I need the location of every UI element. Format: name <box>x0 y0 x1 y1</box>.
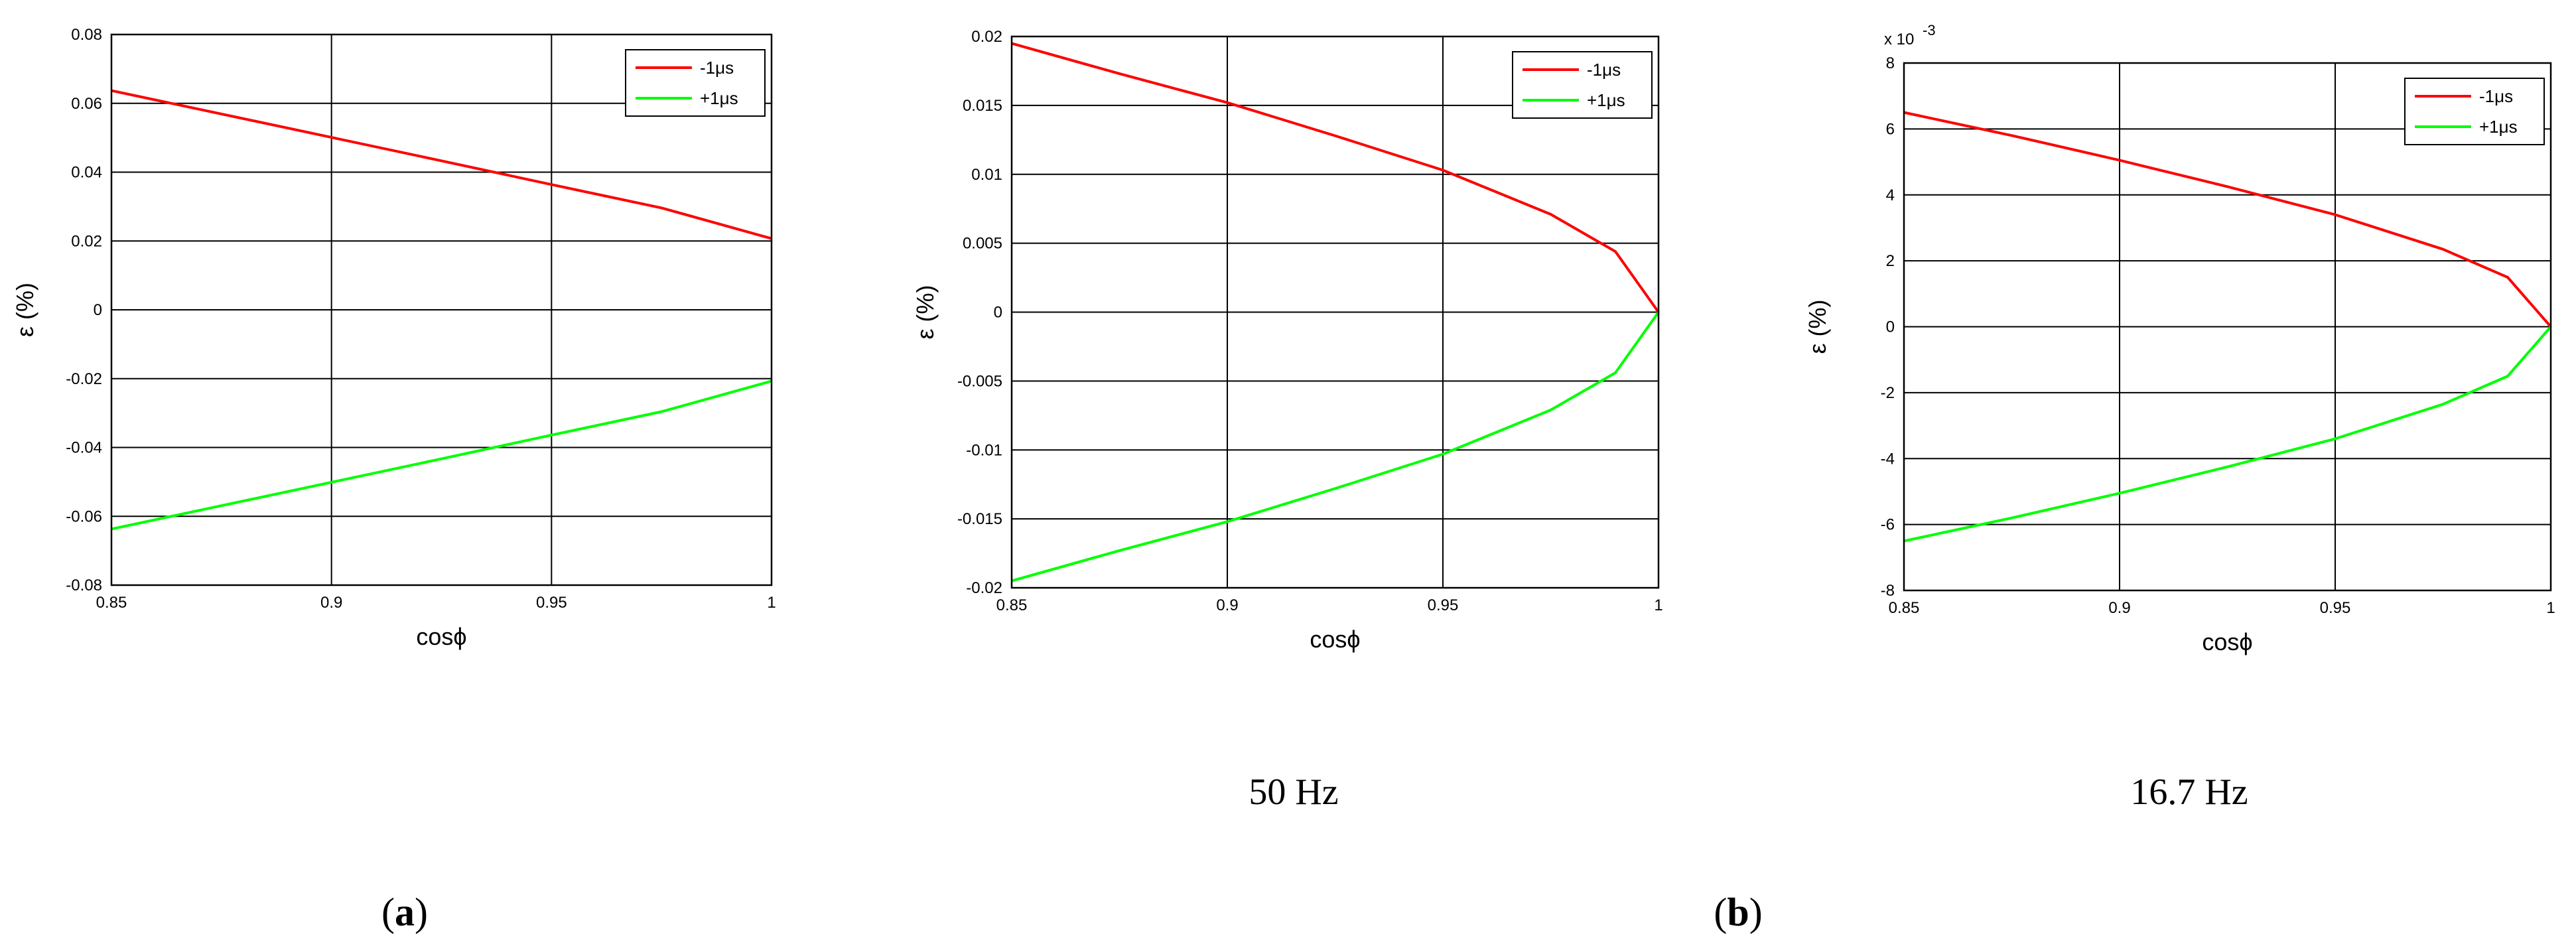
y-tick-label: 8 <box>1886 54 1895 72</box>
plot-frame <box>1010 35 1660 589</box>
x-tick-label: 0.85 <box>96 594 127 612</box>
y-tick-label: 0 <box>1886 318 1895 336</box>
series-line-plus-1us <box>1903 326 2552 543</box>
panel-label-b: (b) <box>1714 890 1762 934</box>
panel-label-a: (a) <box>381 890 428 934</box>
legend-box <box>1512 51 1653 119</box>
legend: -1μs +1μs <box>625 49 766 117</box>
x-axis-label: cosϕ <box>1310 626 1360 653</box>
legend-box <box>2404 78 2545 145</box>
panel-label-a-letter: a <box>395 890 415 934</box>
plot-frame <box>1903 62 2552 592</box>
y-tick-label: -2 <box>1881 384 1895 402</box>
x-tick-label: 0.85 <box>1889 599 1920 617</box>
x-tick-label: 1 <box>1654 596 1662 614</box>
y-tick-label: 0.06 <box>71 95 102 113</box>
x-tick-label: 1 <box>2546 599 2555 617</box>
y-tick-label: 0.02 <box>71 232 102 250</box>
legend-label: -1μs <box>1587 60 1621 80</box>
y-tick-label: 6 <box>1886 120 1895 138</box>
panel-label-b-close: ) <box>1749 890 1763 934</box>
panel-label-b-letter: b <box>1727 890 1749 934</box>
y-tick-label: -0.01 <box>966 441 1002 459</box>
y-tick-label: 0 <box>994 304 1002 322</box>
legend-box <box>625 49 766 117</box>
y-scale-exponent: -3 <box>1923 22 1936 38</box>
y-tick-label: 4 <box>1886 186 1895 204</box>
x-tick-label: 0.95 <box>1428 596 1459 614</box>
y-tick-label: -4 <box>1881 450 1895 468</box>
legend-label: -1μs <box>2479 86 2513 106</box>
series-line-minus-1us <box>111 89 772 240</box>
y-tick-label: -0.02 <box>966 579 1002 597</box>
y-axis-label: ε (%) <box>912 285 939 339</box>
y-tick-label: -0.015 <box>957 510 1002 528</box>
y-tick-label: 2 <box>1886 252 1895 270</box>
chart-2: 0.85 0.9 0.95 1 -0.02 -0.015 -0.01 -0.005 0 0.005… <box>912 28 1663 653</box>
x-tick-label: 1 <box>767 594 776 612</box>
y-tick-label: 0.04 <box>71 164 102 182</box>
y-tick-label: -0.04 <box>66 439 102 457</box>
y-axis-label: ε (%) <box>1804 299 1831 354</box>
y-tick-label: 0.015 <box>963 97 1002 115</box>
series-line-plus-1us <box>1011 311 1660 582</box>
x-tick-label: 0.85 <box>996 596 1028 614</box>
legend-label: +1μs <box>700 88 738 108</box>
legend: -1μs +1μs <box>1512 51 1653 119</box>
charts-group: 0.85 0.9 0.95 1 -0.08 -0.06 -0.04 -0.02 0 0.02 0.0… <box>11 22 2555 655</box>
panel-label-a-open: ( <box>381 890 395 934</box>
x-tick-label: 0.9 <box>320 594 342 612</box>
y-tick-label: -6 <box>1881 516 1895 534</box>
legend-label: +1μs <box>2479 117 2518 137</box>
series-line-plus-1us <box>111 379 772 531</box>
x-tick-label: 0.9 <box>1216 596 1238 614</box>
caption-50hz: 50 Hz <box>1249 772 1338 813</box>
y-tick-label: 0.005 <box>963 235 1002 253</box>
x-tick-label: 0.95 <box>2320 599 2351 617</box>
series-line-minus-1us <box>1903 111 2552 328</box>
y-tick-label: -0.005 <box>957 372 1002 390</box>
y-scale-note: x 10 <box>1884 31 1914 48</box>
y-tick-label: -0.02 <box>66 370 102 388</box>
x-axis-label: cosϕ <box>2202 628 2252 655</box>
y-axis-label: ε (%) <box>11 283 38 337</box>
y-tick-label: -0.08 <box>66 577 102 594</box>
y-tick-label: -0.06 <box>66 508 102 525</box>
x-tick-label: 0.95 <box>536 594 567 612</box>
x-tick-label: 0.9 <box>2108 599 2130 617</box>
caption-16-7hz: 16.7 Hz <box>2130 772 2248 813</box>
y-tick-label: 0.01 <box>971 166 1002 184</box>
legend-label: -1μs <box>700 58 734 78</box>
chart-1: 0.85 0.9 0.95 1 -0.08 -0.06 -0.04 -0.02 0 0.02 0.0… <box>11 26 776 650</box>
legend: -1μs +1μs <box>2404 78 2545 145</box>
legend-label: +1μs <box>1587 90 1625 110</box>
chart-3: 0.85 0.9 0.95 1 -8 -6 -4 -2 0 2 4 6 8 -1μs +1μs cosϕ ε (… <box>1804 22 2555 655</box>
x-axis-label: cosϕ <box>416 623 466 650</box>
y-tick-label: 0.02 <box>971 28 1002 46</box>
y-tick-label: 0 <box>94 301 102 319</box>
y-tick-label: -8 <box>1881 582 1895 600</box>
panel-label-b-open: ( <box>1714 890 1727 934</box>
series-line-minus-1us <box>1011 42 1660 313</box>
plot-frame <box>110 33 773 586</box>
panel-label-a-close: ) <box>415 890 428 934</box>
y-tick-label: 0.08 <box>71 26 102 44</box>
